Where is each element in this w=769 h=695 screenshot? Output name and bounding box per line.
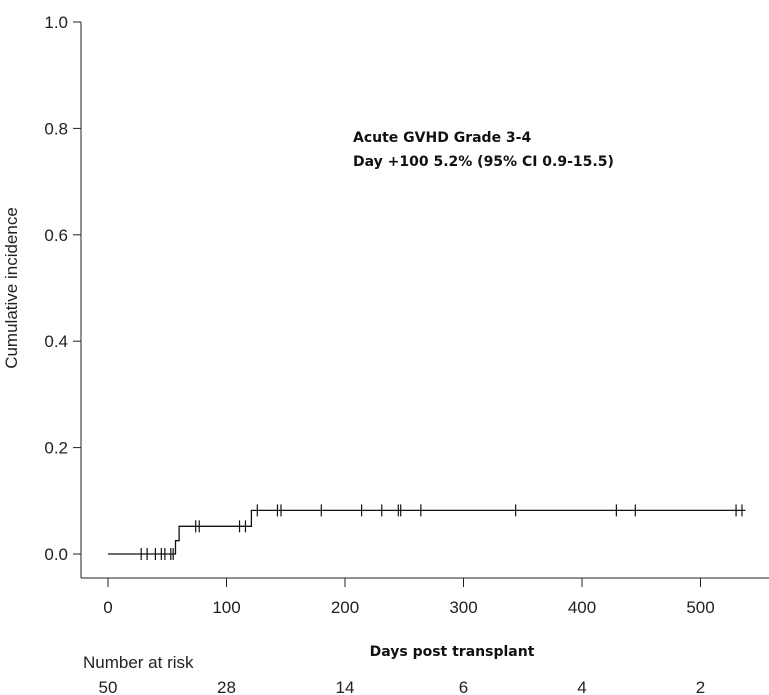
risk-count: 6 xyxy=(459,678,468,695)
x-tick-label: 100 xyxy=(212,598,240,617)
risk-count: 2 xyxy=(696,678,705,695)
number-at-risk-values: 50 28 14 6 4 2 xyxy=(99,678,706,695)
annotation-line-1: Acute GVHD Grade 3-4 xyxy=(353,130,531,146)
y-tick-label: 1.0 xyxy=(44,13,68,32)
x-axis-label: Days post transplant xyxy=(370,644,535,660)
incidence-step-line xyxy=(108,509,746,555)
x-tick-label: 200 xyxy=(331,598,359,617)
risk-count: 50 xyxy=(99,678,118,695)
x-tick-label: 400 xyxy=(568,598,596,617)
x-tick-label: 300 xyxy=(449,598,477,617)
incidence-curve xyxy=(108,509,746,555)
y-tick-label: 0.0 xyxy=(44,545,68,564)
y-tick-label: 0.6 xyxy=(44,226,68,245)
risk-count: 28 xyxy=(217,678,236,695)
censor-marks xyxy=(140,504,743,560)
y-axis-label: Cumulative incidence xyxy=(2,207,21,369)
number-at-risk-label: Number at risk xyxy=(83,653,194,672)
risk-count: 14 xyxy=(336,678,355,695)
x-tick-label: 500 xyxy=(686,598,714,617)
y-tick-label: 0.4 xyxy=(44,332,68,351)
axes: 0.0 0.2 0.4 0.6 0.8 1.0 0 100 200 300 400 500 xyxy=(44,13,769,617)
risk-count: 4 xyxy=(577,678,586,695)
y-tick-label: 0.8 xyxy=(44,119,68,138)
y-tick-label: 0.2 xyxy=(44,439,68,458)
annotation-line-2: Day +100 5.2% (95% CI 0.9-15.5) xyxy=(353,154,614,170)
x-tick-label: 0 xyxy=(103,598,112,617)
